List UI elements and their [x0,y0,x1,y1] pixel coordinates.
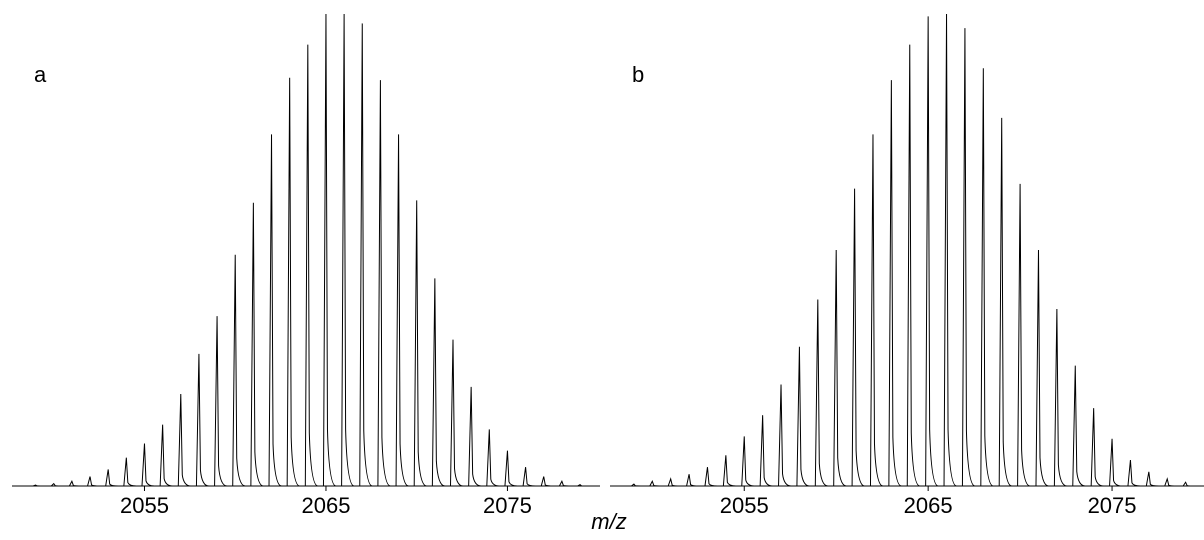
peak [377,80,391,487]
peak [322,13,337,487]
peak [1090,408,1104,487]
peak [141,443,155,487]
peak [943,13,957,487]
peak [1109,438,1123,487]
peak [50,482,64,487]
peak [704,467,718,487]
peak [851,188,865,487]
peak [341,13,355,487]
x-tick-label: 2075 [483,493,532,518]
peak [268,134,282,487]
peak [431,278,445,487]
peak [486,429,500,487]
peak [159,424,173,487]
peak [32,484,46,487]
panel-label: b [632,62,644,87]
peak [250,202,264,487]
peak [649,480,663,487]
peak [961,28,976,487]
peak [232,254,246,487]
peak [1053,308,1067,487]
peak [998,117,1012,487]
peak [1017,183,1031,487]
peak [558,480,572,487]
x-tick-label: 2055 [720,493,769,518]
peak [686,474,700,487]
peak [722,455,736,487]
peak [814,299,828,487]
peak [395,134,409,487]
peak [1127,459,1141,487]
peak [741,436,755,487]
peak [577,483,591,487]
peak [105,469,119,487]
peak [195,353,209,487]
peak [1182,481,1196,487]
peak [631,483,644,487]
peak [286,77,300,487]
peak [1035,249,1049,487]
x-axis-label: m/z [591,509,626,534]
peak [869,134,884,487]
peak [504,450,518,487]
x-tick-label: 2075 [1088,493,1137,518]
panel-label: a [34,62,47,87]
peak [123,457,137,487]
peak [68,480,82,487]
peak [1072,365,1086,487]
peak [177,393,191,487]
x-tick-label: 2055 [120,493,169,518]
peak [304,44,319,487]
peak [1145,471,1159,487]
peak [796,346,810,487]
peak [833,249,847,487]
peak [450,339,464,487]
peak [87,476,101,487]
peak [888,80,902,487]
x-tick-label: 2065 [904,493,953,518]
peak [667,477,681,487]
peak [540,476,554,487]
peak [1164,477,1178,487]
peak [413,200,427,487]
peak [468,386,482,487]
x-tick-label: 2065 [301,493,350,518]
peak [906,44,920,487]
peak [778,384,792,487]
peak [359,23,373,487]
peak [759,415,773,487]
peak [522,467,536,487]
peak [214,316,228,487]
peak [925,16,939,487]
peak [980,68,994,487]
